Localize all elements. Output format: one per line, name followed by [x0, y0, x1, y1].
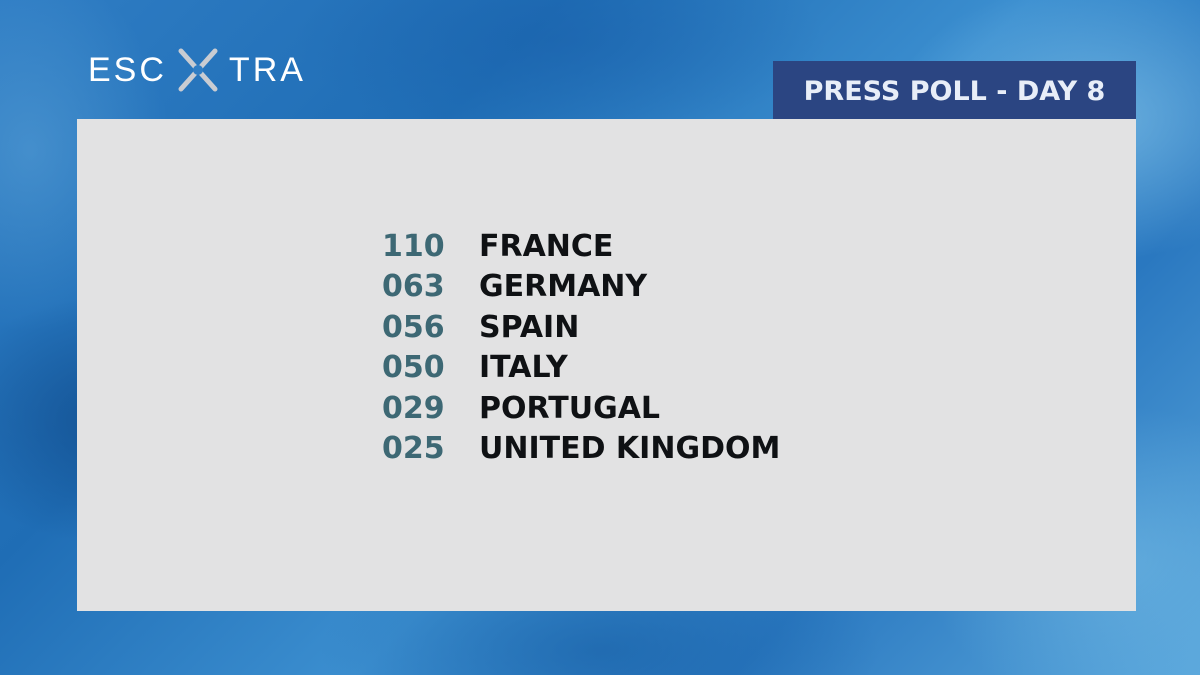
result-score: 063	[382, 269, 445, 305]
x-mark-icon	[178, 48, 218, 92]
result-country: FRANCE	[479, 228, 614, 264]
result-score: 110	[382, 228, 445, 264]
result-country: SPAIN	[479, 309, 580, 345]
logo-text-left: ESC	[88, 50, 167, 89]
result-country: GERMANY	[479, 269, 648, 305]
logo-text-right: TRA	[228, 50, 306, 89]
result-country: ITALY	[479, 350, 568, 386]
result-score: 050	[382, 350, 445, 386]
result-row: 050 ITALY	[382, 348, 780, 389]
result-row: 110 FRANCE	[382, 226, 780, 267]
result-score: 025	[382, 431, 445, 467]
result-row: 056 SPAIN	[382, 307, 780, 348]
result-country: PORTUGAL	[479, 390, 661, 426]
press-poll-day-badge: PRESS POLL - DAY 8	[773, 61, 1136, 119]
result-row: 029 PORTUGAL	[382, 388, 780, 429]
result-score: 056	[382, 309, 445, 345]
result-country: UNITED KINGDOM	[479, 431, 781, 467]
result-score: 029	[382, 390, 445, 426]
result-row: 063 GERMANY	[382, 267, 780, 308]
results-list: 110 FRANCE 063 GERMANY 056 SPAIN 050 ITA…	[382, 226, 780, 469]
result-row: 025 UNITED KINGDOM	[382, 429, 780, 470]
escxtra-logo: ESC TRA	[88, 46, 306, 94]
results-panel: 110 FRANCE 063 GERMANY 056 SPAIN 050 ITA…	[77, 119, 1136, 611]
